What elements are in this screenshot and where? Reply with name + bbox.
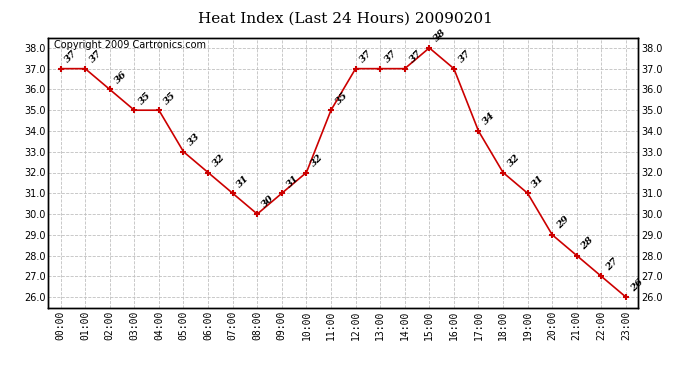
Text: 32: 32 [506,152,522,168]
Text: 37: 37 [383,49,399,64]
Text: 35: 35 [334,90,350,106]
Text: 36: 36 [112,69,128,85]
Text: 37: 37 [358,49,374,64]
Text: Heat Index (Last 24 Hours) 20090201: Heat Index (Last 24 Hours) 20090201 [197,11,493,25]
Text: 35: 35 [137,90,153,106]
Text: 34: 34 [481,111,497,127]
Text: 30: 30 [260,194,276,210]
Text: 26: 26 [629,277,644,293]
Text: 33: 33 [186,132,202,148]
Text: 28: 28 [580,236,595,251]
Text: 32: 32 [211,152,227,168]
Text: 35: 35 [161,90,177,106]
Text: 29: 29 [555,215,571,231]
Text: 37: 37 [63,49,79,64]
Text: 37: 37 [457,49,473,64]
Text: 31: 31 [235,173,251,189]
Text: Copyright 2009 Cartronics.com: Copyright 2009 Cartronics.com [55,40,206,50]
Text: 31: 31 [531,173,546,189]
Text: 37: 37 [88,49,104,64]
Text: 38: 38 [432,28,448,44]
Text: 27: 27 [604,256,620,272]
Text: 31: 31 [284,173,301,189]
Text: 32: 32 [309,152,325,168]
Text: 37: 37 [408,49,424,64]
